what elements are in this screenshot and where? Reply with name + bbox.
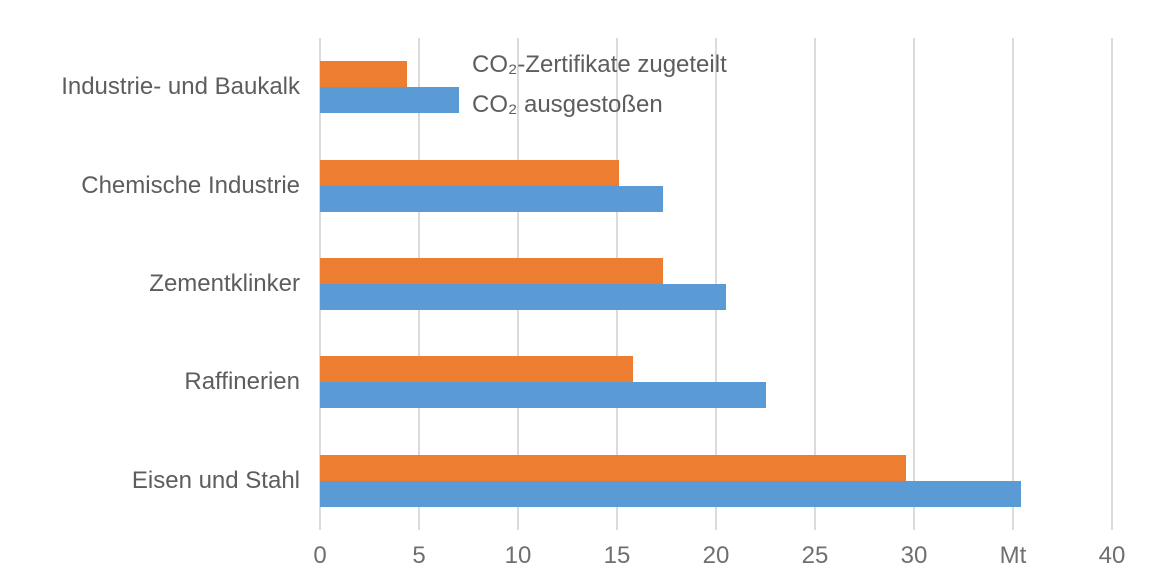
x-axis-tick-label: 20 [702,542,730,569]
category-label: Industrie- und Baukalk [61,73,300,101]
bar-zugeteilt [320,258,663,284]
gridline [913,38,915,530]
bar-zugeteilt [320,356,633,383]
bar-ausgestossen [320,284,726,310]
x-axis-tick-label: 10 [504,542,532,569]
x-axis-tick-labels: 0 5 10 15 20 25 30 Mt 40 [313,542,1125,576]
bar-zugeteilt [320,454,907,481]
category-label: Zementklinker [149,270,300,297]
x-axis-unit-label: Mt [999,542,1027,569]
x-axis-tick-label: 15 [603,542,631,569]
gridline [1111,38,1113,530]
x-axis-tick-label: 0 [313,542,327,569]
legend-item-zertifikate-zugeteilt: CO₂-Zertifikate zugeteilt [472,51,727,78]
gridline [1012,38,1014,530]
y-axis-category-labels: Industrie- und Baukalk Chemische Industri… [0,38,300,530]
bar-ausgestossen [320,185,663,212]
bar-ausgestossen [320,87,459,114]
x-axis-tick-label: 25 [801,542,829,569]
bars-layer [320,38,1112,530]
bar-zugeteilt [320,61,408,88]
legend-item-ausgestossen: CO₂ ausgestoßen [472,91,663,118]
plot-area [319,38,1113,530]
gridline [814,38,816,530]
x-axis-tick-label: 30 [900,542,928,569]
bar-ausgestossen [320,382,766,409]
legend: CO₂-Zertifikate zugeteilt CO₂ ausgestoße… [472,50,727,130]
bar-zugeteilt [320,159,619,186]
category-label: Eisen und Stahl [131,466,300,494]
bar-ausgestossen [320,480,1021,507]
x-axis-tick-label: 40 [1098,542,1126,569]
category-label: Chemische Industrie [81,171,300,199]
x-axis-tick-label: 5 [412,542,426,569]
category-label: Raffinerien [184,368,300,396]
